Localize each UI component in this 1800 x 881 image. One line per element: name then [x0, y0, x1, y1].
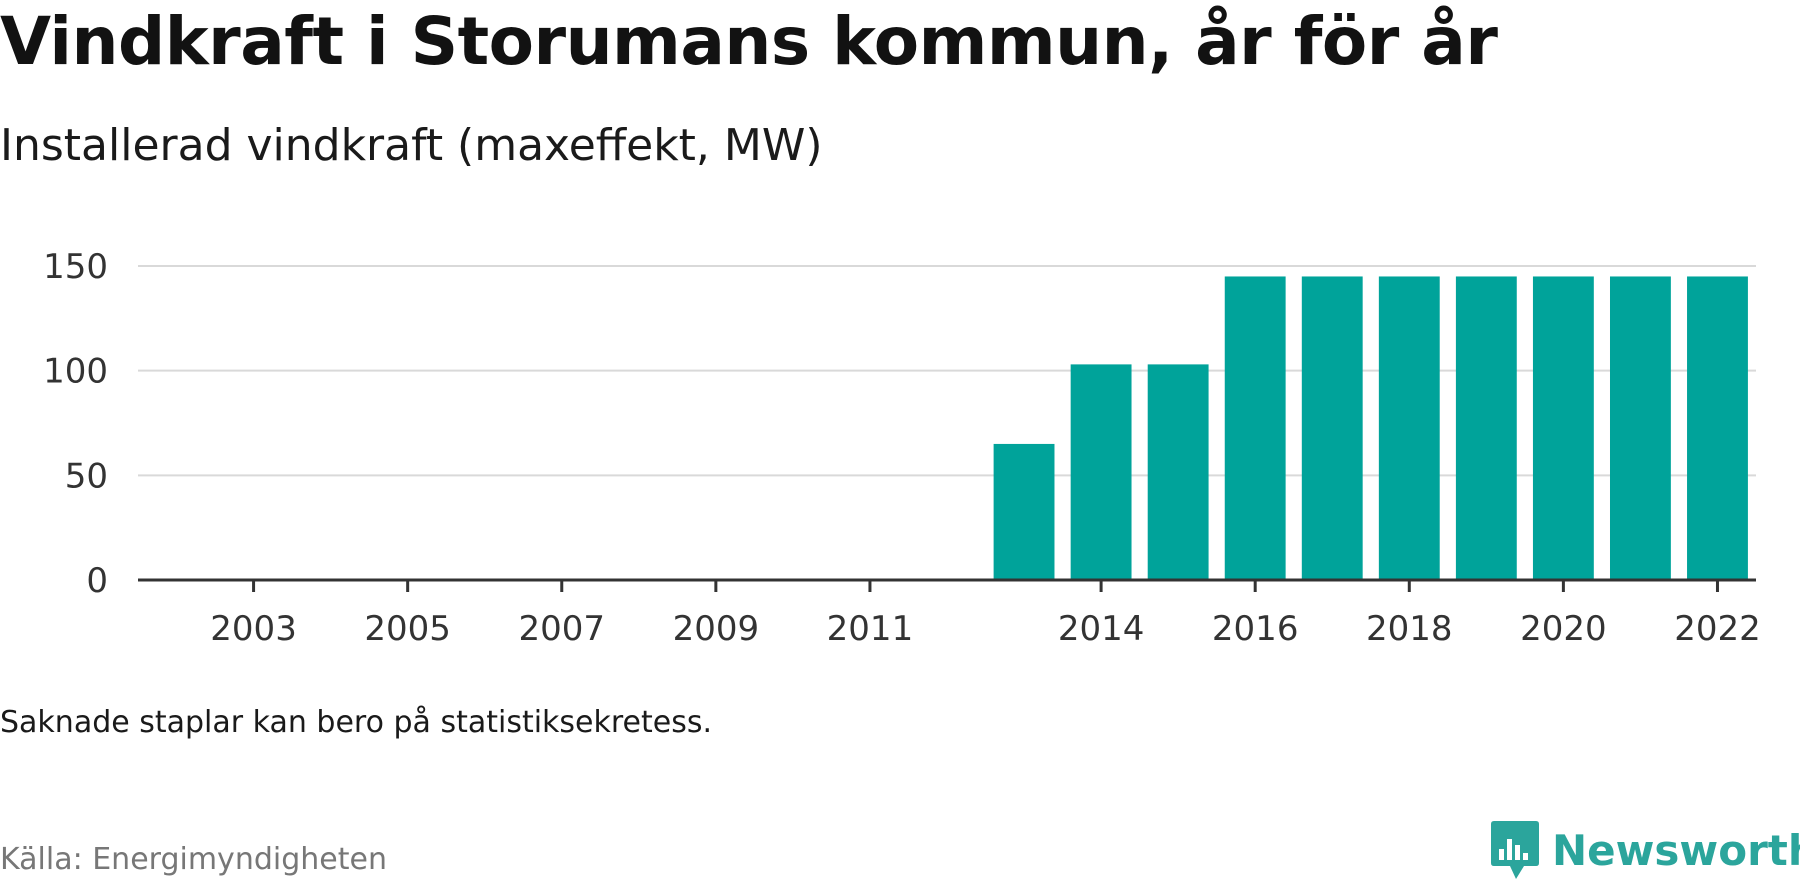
bar-2015	[1147, 364, 1209, 580]
x-tick-label: 2007	[518, 609, 605, 649]
bars	[993, 276, 1748, 580]
x-tick-label: 2005	[364, 609, 451, 649]
bar-2018	[1378, 276, 1440, 580]
bar-2016	[1224, 276, 1286, 580]
bar-chart-speech-bubble-icon	[1491, 821, 1539, 879]
bar-chart: 0 50 100 150 2003 2005 2007 2009 2011 2014 2016 201…	[43, 247, 1761, 649]
bar-2022	[1687, 276, 1748, 580]
source-label: Källa: Energimyndigheten	[0, 842, 387, 877]
x-tick-label: 2020	[1520, 609, 1607, 649]
bar-2019	[1455, 276, 1517, 580]
brand-name: Newsworthy	[1552, 825, 1800, 875]
x-tick-label: 2011	[827, 609, 914, 649]
x-tick-label: 2014	[1058, 609, 1145, 649]
y-tick-label: 100	[43, 352, 108, 392]
y-tick-label: 0	[86, 561, 108, 601]
bar-2013	[993, 443, 1055, 580]
chart-note: Saknade staplar kan bero på statistiksek…	[0, 705, 713, 740]
x-tick-label: 2016	[1212, 609, 1299, 649]
bar-2017	[1301, 276, 1363, 580]
brand-logo[interactable]: Newsworthy	[1490, 820, 1800, 880]
chart-subtitle: Installerad vindkraft (maxeffekt, MW)	[0, 120, 823, 171]
bar-2014	[1070, 364, 1132, 580]
bar-2020	[1532, 276, 1594, 580]
chart-title: Vindkraft i Storumans kommun, år för år	[0, 3, 1498, 80]
y-tick-label: 150	[43, 247, 108, 287]
x-tick-label: 2022	[1674, 609, 1761, 649]
bar-2021	[1609, 276, 1671, 580]
y-tick-label: 50	[65, 456, 108, 496]
x-tick-label: 2018	[1366, 609, 1453, 649]
x-tick-label: 2003	[210, 609, 297, 649]
x-tick-label: 2009	[673, 609, 760, 649]
axes: 0 50 100 150 2003 2005 2007 2009 2011 2014 2016 201…	[43, 247, 1761, 649]
